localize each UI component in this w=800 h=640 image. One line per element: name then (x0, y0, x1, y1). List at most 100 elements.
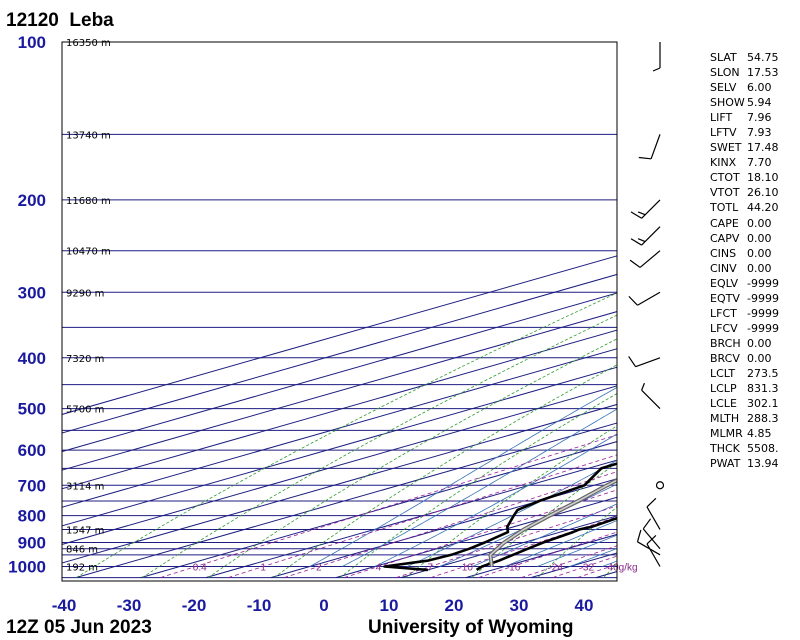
isotherm-line (62, 273, 617, 434)
parcel-line-core (489, 479, 617, 567)
x-tick-label: 40 (575, 596, 594, 615)
barb-staff (646, 543, 661, 567)
index-key: LFTV (710, 126, 737, 140)
barb-staff (641, 389, 661, 410)
x-tick-label: 30 (510, 596, 529, 615)
index-value: 0.00 (747, 261, 772, 275)
y-tick-label: 300 (18, 283, 46, 302)
index-key: SLAT (710, 51, 737, 64)
mixing-ratio-line (228, 454, 617, 578)
index-row: LCLP 831.3 (710, 381, 796, 396)
index-value: 4.85 (747, 427, 772, 441)
y-tick-label: 500 (18, 400, 46, 419)
barb-feather (641, 382, 646, 391)
dry-adiabat (142, 314, 617, 578)
index-value: -9999 (747, 321, 779, 335)
temperature-line (475, 516, 617, 572)
index-value: 7.93 (747, 126, 772, 140)
index-row: BRCH 0.00 (710, 336, 796, 351)
mixing-ratio-line (430, 516, 617, 578)
height-label: 10470 m (66, 247, 111, 258)
dry-adiabat (405, 425, 617, 578)
index-key: LFCT (710, 306, 737, 320)
y-tick-label: 400 (18, 349, 46, 368)
plot-frame (61, 41, 618, 582)
index-key: CAPE (710, 216, 739, 230)
index-row: PWAT 13.94 (710, 456, 796, 471)
index-value: 26.10 (747, 186, 779, 200)
x-tick-label: 20 (445, 596, 464, 615)
x-tick-label: -30 (117, 596, 142, 615)
mixing-ratio-line (521, 545, 617, 578)
index-value: 7.96 (747, 111, 772, 125)
index-key: CINS (710, 246, 737, 260)
barb-staff (641, 199, 661, 219)
index-key: VTOT (710, 186, 740, 200)
height-label: 192 m (66, 563, 98, 574)
barb-feather (630, 211, 642, 219)
isotherm-line (75, 422, 617, 579)
index-key: SWET (710, 141, 742, 155)
observation-time: 12Z 05 Jun 2023 (6, 617, 152, 638)
index-row: BRCV 0.00 (710, 351, 796, 366)
moist-adiabat (309, 386, 617, 567)
index-row: MLTH 288.3 (710, 411, 796, 426)
isotherm-line (62, 292, 617, 453)
index-value: -9999 (747, 291, 779, 305)
station-header: 12120 Leba (6, 10, 114, 32)
isotherm-line (140, 441, 617, 579)
index-row: MLMR 4.85 (710, 426, 796, 441)
index-value: 7.70 (747, 156, 772, 170)
background-lines (62, 42, 617, 579)
index-key: CAPV (710, 231, 740, 245)
x-tick-label: -40 (52, 596, 77, 615)
mixing-ratio-line (395, 505, 617, 578)
x-tick-label: 10 (380, 596, 399, 615)
height-label: 16350 m (66, 38, 111, 49)
data-source: University of Wyoming (368, 617, 574, 638)
index-row: CAPV 0.00 (710, 231, 796, 246)
mixing-ratio-line (344, 489, 617, 578)
mixing-ratio-label: 32 (583, 563, 595, 574)
index-row: LCLT 273.5 (710, 366, 796, 381)
mixing-ratio-label: 1 (260, 563, 266, 574)
index-key: THCK (710, 442, 740, 456)
index-value: 54.75 (747, 51, 779, 64)
index-row: LFCT -9999 (710, 306, 796, 321)
index-row: CINS 0.00 (710, 246, 796, 261)
moist-adiabat (374, 433, 617, 567)
mixing-ratio-line (478, 531, 617, 578)
height-label: 1547 m (66, 525, 104, 536)
isotherm-line (62, 403, 617, 564)
y-tick-label: 900 (18, 534, 46, 553)
index-key: SHOW (710, 96, 745, 110)
height-label: 5700 m (66, 405, 104, 416)
index-row: KINX 7.70 (710, 155, 796, 170)
index-key: MLTH (710, 412, 740, 426)
barb-staff (642, 528, 661, 550)
index-key: PWAT (710, 457, 741, 471)
index-key: SELV (710, 81, 737, 95)
index-key: LIFT (710, 111, 733, 125)
y-tick-label: 800 (18, 507, 46, 526)
height-label: 13740 m (66, 130, 111, 141)
x-tick-label: 0 (319, 596, 328, 615)
index-key: KINX (710, 156, 737, 170)
index-value: 0.00 (747, 216, 772, 230)
index-key: EQTV (710, 291, 740, 305)
index-row: CTOT 18.10 (710, 170, 796, 185)
index-value: 13.94 (747, 457, 779, 471)
index-value: 302.1 (747, 397, 779, 411)
index-key: MLMR (710, 427, 743, 441)
index-row: CINV 0.00 (710, 261, 796, 276)
mixing-ratio-label: 16 (509, 563, 521, 574)
dry-adiabat (273, 364, 617, 578)
index-value: 17.48 (747, 141, 779, 155)
index-value: 5.94 (747, 96, 772, 110)
height-label: 11680 m (66, 196, 111, 207)
mixing-ratio-line (160, 434, 617, 578)
moist-adiabat (407, 459, 617, 567)
